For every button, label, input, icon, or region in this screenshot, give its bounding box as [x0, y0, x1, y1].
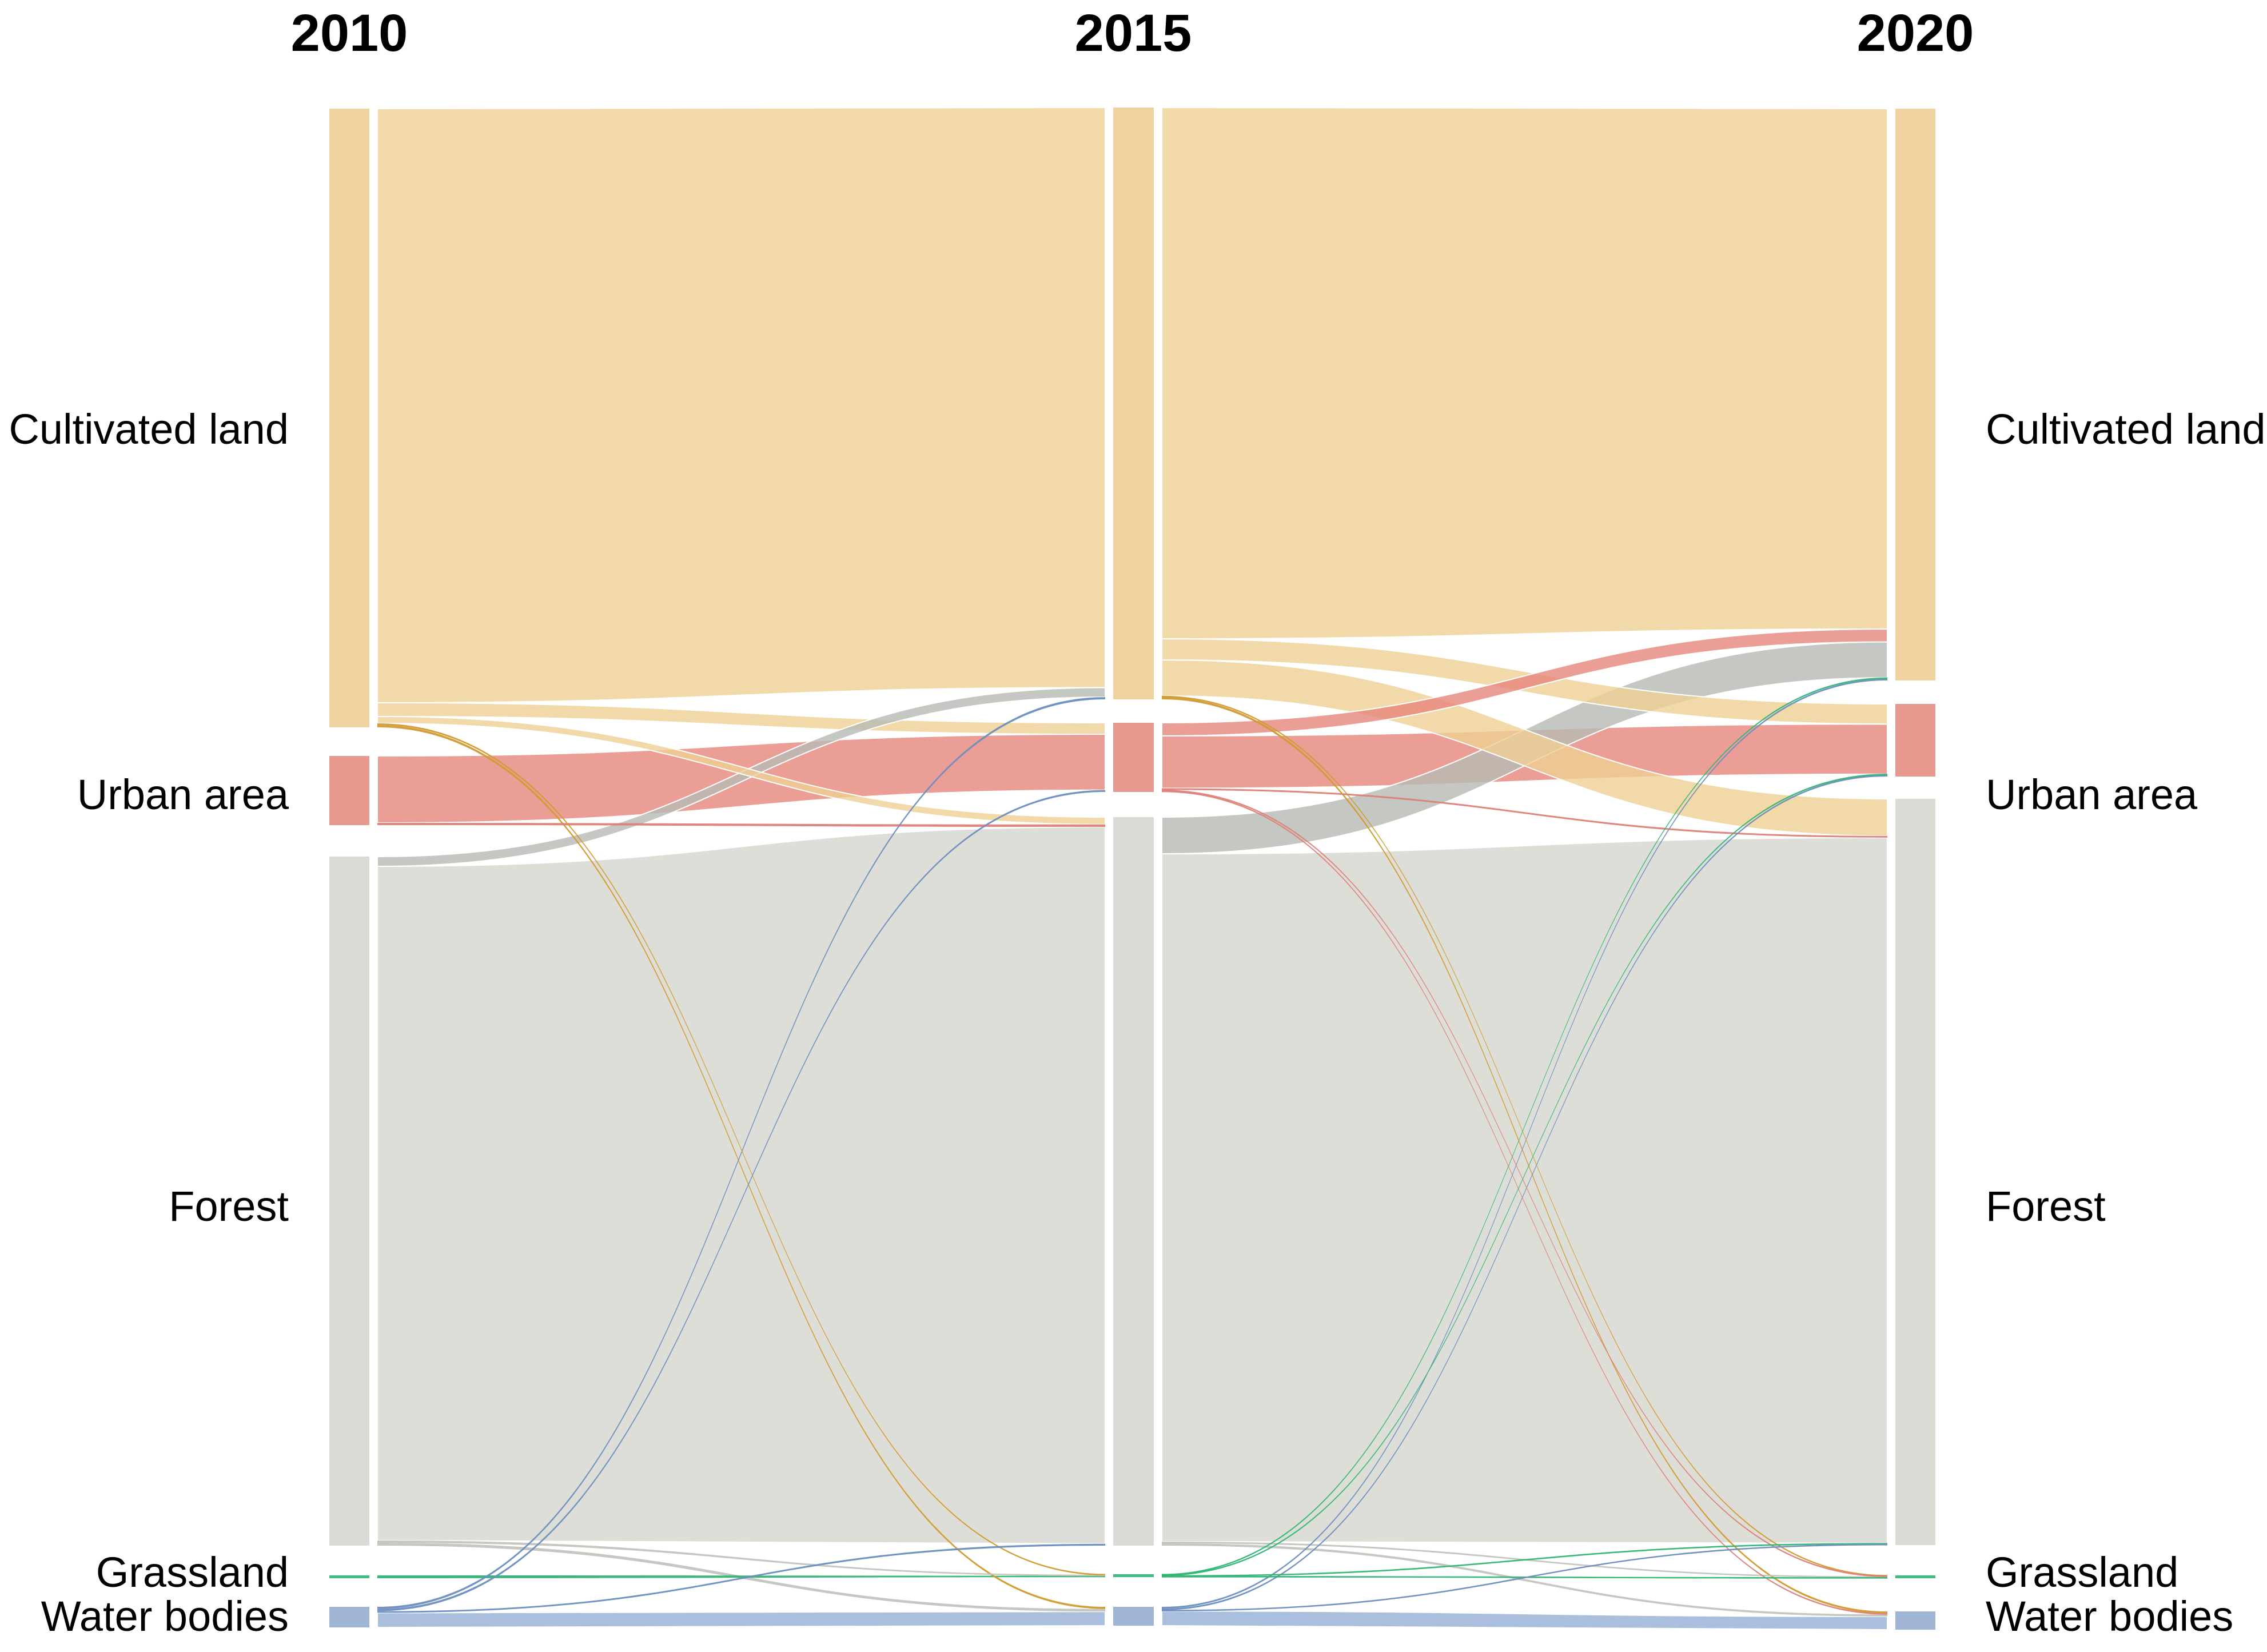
flow-2010-forest-to-grassland: [377, 1540, 1105, 1577]
node-bar-2020-cultivated-land: [1895, 109, 1935, 680]
node-bar-2020-water-bodies: [1895, 1611, 1935, 1630]
flow-2015-urban-area-to-cultivated-land: [1161, 628, 1888, 737]
year-label-2020: 2020: [1856, 4, 1974, 62]
left-label-cultivated-land: Cultivated land: [9, 405, 289, 453]
flow-2010-water-bodies-to-forest: [377, 1543, 1105, 1613]
flow-2010-cultivated-land-to-grassland: [377, 723, 1105, 1575]
flow-2015-water-bodies-to-forest: [1162, 1543, 1887, 1611]
flow-2015-forest-to-forest: [1161, 837, 1888, 1544]
flow-2015-grassland-to-cultivated-land: [1162, 677, 1887, 1576]
year-label-2010: 2010: [290, 4, 408, 62]
year-label-2015: 2015: [1074, 4, 1192, 62]
flow-2015-urban-area-to-water-bodies: [1162, 790, 1887, 1615]
node-bar-2020-grassland: [1895, 1575, 1935, 1578]
right-label-grassland: Grassland: [1986, 1548, 2179, 1596]
node-bar-2010-forest: [329, 857, 369, 1546]
flow-2010-water-bodies-to-water-bodies: [377, 1611, 1106, 1629]
flow-2015-grassland-to-forest: [1162, 1543, 1887, 1577]
node-bar-2020-forest: [1895, 799, 1935, 1545]
node-bar-2020-urban-area: [1895, 704, 1935, 777]
flow-2015-water-bodies-to-urban-area: [1162, 775, 1887, 1610]
flow-2010-grassland-to-grassland: [377, 1575, 1105, 1578]
flow-2015-cultivated-land-to-water-bodies: [1162, 697, 1887, 1614]
flow-2010-cultivated-land-to-water-bodies: [377, 725, 1105, 1609]
right-label-forest: Forest: [1986, 1183, 2106, 1230]
node-bar-2015-grassland: [1113, 1574, 1154, 1577]
flow-2010-urban-area-to-forest: [377, 823, 1105, 827]
left-label-urban-area: Urban area: [77, 771, 289, 818]
flow-2010-cultivated-land-to-urban-area: [377, 702, 1106, 735]
flow-2010-forest-to-forest: [377, 826, 1106, 1544]
left-label-grassland: Grassland: [95, 1548, 289, 1596]
node-bar-2010-urban-area: [329, 756, 369, 825]
flow-2010-water-bodies-to-urban-area: [377, 790, 1105, 1611]
flow-2015-cultivated-land-to-cultivated-land: [1161, 106, 1888, 640]
right-label-urban-area: Urban area: [1986, 771, 2198, 818]
flow-2015-water-bodies-to-cultivated-land: [1162, 679, 1887, 1609]
node-bar-2010-water-bodies: [329, 1607, 369, 1627]
right-label-water-bodies: Water bodies: [1986, 1593, 2234, 1640]
flow-2015-forest-to-water-bodies: [1162, 1543, 1887, 1617]
flow-2015-urban-area-to-forest: [1162, 788, 1887, 838]
node-bar-2010-cultivated-land: [329, 109, 369, 727]
flow-2010-cultivated-land-to-cultivated-land: [377, 106, 1106, 703]
left-label-forest: Forest: [169, 1183, 289, 1230]
flow-2015-cultivated-land-to-grassland: [1162, 695, 1887, 1577]
node-bar-2015-water-bodies: [1113, 1607, 1154, 1626]
right-label-cultivated-land: Cultivated land: [1986, 405, 2266, 453]
node-bar-2010-grassland: [329, 1575, 369, 1578]
flow-2015-grassland-to-urban-area: [1162, 774, 1887, 1577]
flow-2015-water-bodies-to-water-bodies: [1161, 1610, 1888, 1631]
flow-2010-cultivated-land-to-forest: [377, 715, 1106, 825]
node-bar-2015-forest: [1113, 817, 1154, 1546]
left-label-water-bodies: Water bodies: [41, 1593, 289, 1640]
node-bar-2015-cultivated-land: [1113, 108, 1154, 699]
flow-2010-water-bodies-to-cultivated-land: [377, 697, 1105, 1609]
node-bar-2015-urban-area: [1113, 723, 1154, 792]
flow-2015-urban-area-to-grassland: [1162, 789, 1887, 1577]
